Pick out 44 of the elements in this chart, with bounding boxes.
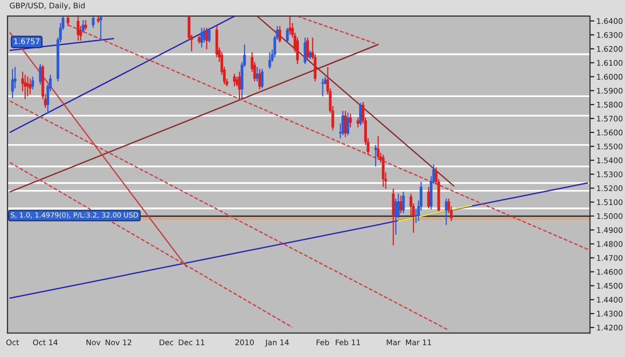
candlestick bbox=[278, 25, 282, 44]
candlestick bbox=[382, 154, 385, 188]
candlestick bbox=[296, 37, 299, 65]
candlestick bbox=[344, 110, 347, 138]
candlestick bbox=[205, 27, 208, 50]
candlestick bbox=[28, 78, 32, 95]
candlestick bbox=[346, 112, 350, 136]
candlestick bbox=[268, 52, 272, 70]
candlestick bbox=[202, 27, 206, 44]
candlestick bbox=[76, 16, 80, 42]
candlestick bbox=[342, 110, 344, 136]
candlestick bbox=[444, 198, 448, 226]
candlestick bbox=[200, 27, 204, 48]
candlestick bbox=[38, 63, 42, 86]
candlestick bbox=[402, 191, 405, 214]
candlestick bbox=[427, 186, 430, 209]
candlestick bbox=[84, 20, 88, 30]
candlestick bbox=[82, 20, 84, 34]
candlestick bbox=[233, 73, 236, 87]
candlestick bbox=[24, 74, 26, 100]
candlestick bbox=[400, 195, 402, 214]
candlestick bbox=[256, 66, 258, 82]
candlestick bbox=[356, 117, 360, 128]
candlestick bbox=[92, 16, 95, 28]
candlestick bbox=[392, 188, 395, 246]
candlestick bbox=[306, 37, 309, 61]
candlestick bbox=[238, 71, 241, 100]
candlestick bbox=[288, 16, 292, 36]
candlestick bbox=[359, 102, 362, 126]
candlestick bbox=[374, 144, 378, 167]
candlestick bbox=[31, 76, 34, 90]
candlestick bbox=[26, 76, 30, 97]
candlestick bbox=[66, 16, 70, 27]
candlestick bbox=[376, 136, 380, 160]
candlestick bbox=[304, 37, 306, 65]
candlestick bbox=[258, 68, 262, 90]
candlestick bbox=[349, 113, 352, 128]
candlestick bbox=[208, 27, 211, 44]
candlestick bbox=[236, 76, 238, 87]
candlestick bbox=[99, 16, 102, 42]
candlestick bbox=[321, 78, 324, 97]
candlestick bbox=[286, 27, 289, 44]
candlestick bbox=[260, 68, 264, 89]
candlestick bbox=[11, 68, 14, 99]
